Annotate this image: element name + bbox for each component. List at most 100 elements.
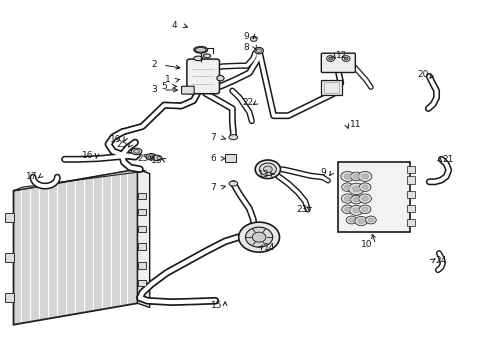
Bar <box>407 166 414 173</box>
Bar <box>224 154 235 162</box>
Text: 6: 6 <box>210 154 216 163</box>
Circle shape <box>357 219 364 224</box>
Bar <box>407 191 414 198</box>
Text: 18: 18 <box>151 156 163 165</box>
Ellipse shape <box>131 148 142 155</box>
Circle shape <box>346 216 356 224</box>
Bar <box>137 226 146 233</box>
Circle shape <box>353 198 359 202</box>
Text: 7: 7 <box>210 133 216 142</box>
FancyBboxPatch shape <box>321 53 355 72</box>
Ellipse shape <box>216 76 224 81</box>
Ellipse shape <box>194 56 202 60</box>
Text: 8: 8 <box>243 43 249 52</box>
Ellipse shape <box>203 54 210 58</box>
Circle shape <box>344 196 350 201</box>
Bar <box>137 262 146 269</box>
Text: 24: 24 <box>435 256 446 265</box>
Circle shape <box>350 195 362 204</box>
Circle shape <box>361 196 367 201</box>
Ellipse shape <box>228 181 237 186</box>
Circle shape <box>342 56 349 62</box>
Polygon shape <box>137 169 149 307</box>
Text: 16: 16 <box>82 151 94 160</box>
Ellipse shape <box>254 48 263 54</box>
Ellipse shape <box>255 160 280 179</box>
Circle shape <box>349 205 363 215</box>
Text: 9: 9 <box>320 168 325 177</box>
Text: 19: 19 <box>110 135 122 144</box>
Circle shape <box>340 171 354 181</box>
Circle shape <box>353 174 359 179</box>
Circle shape <box>328 57 332 60</box>
Bar <box>137 193 146 199</box>
Bar <box>5 293 14 302</box>
Text: 2: 2 <box>151 60 157 69</box>
Ellipse shape <box>250 36 257 41</box>
Ellipse shape <box>259 163 276 176</box>
Text: 9: 9 <box>243 32 249 41</box>
Ellipse shape <box>152 155 162 161</box>
Text: 25: 25 <box>138 154 149 163</box>
Ellipse shape <box>133 150 139 153</box>
FancyBboxPatch shape <box>321 80 341 95</box>
Circle shape <box>359 183 370 192</box>
Ellipse shape <box>148 155 154 158</box>
Text: 3: 3 <box>151 85 157 94</box>
Text: 14: 14 <box>264 243 275 252</box>
Circle shape <box>326 56 334 62</box>
Circle shape <box>341 205 353 213</box>
Circle shape <box>361 174 368 179</box>
Ellipse shape <box>195 48 205 52</box>
Bar <box>407 219 414 226</box>
Text: 20: 20 <box>417 70 428 79</box>
Polygon shape <box>14 169 137 325</box>
Circle shape <box>362 185 367 189</box>
Circle shape <box>344 57 347 60</box>
Ellipse shape <box>194 46 207 53</box>
Bar <box>5 213 14 222</box>
Text: 22: 22 <box>242 98 253 107</box>
Text: 1: 1 <box>165 76 171 85</box>
Circle shape <box>367 218 373 222</box>
Text: 4: 4 <box>171 21 177 30</box>
Circle shape <box>358 194 371 203</box>
Circle shape <box>344 174 350 179</box>
Text: 23: 23 <box>296 205 307 214</box>
Circle shape <box>352 208 359 213</box>
Text: 25: 25 <box>116 140 127 149</box>
Ellipse shape <box>145 154 156 160</box>
Circle shape <box>344 207 350 211</box>
Circle shape <box>252 232 265 242</box>
Ellipse shape <box>256 49 261 53</box>
Circle shape <box>358 171 371 181</box>
Circle shape <box>341 194 353 203</box>
Text: 21: 21 <box>441 155 452 164</box>
Bar <box>337 162 409 232</box>
Text: 11: 11 <box>349 120 360 129</box>
FancyBboxPatch shape <box>181 86 194 94</box>
Text: 13: 13 <box>258 171 269 180</box>
Circle shape <box>362 207 367 211</box>
Circle shape <box>348 218 353 222</box>
Circle shape <box>245 227 272 247</box>
Ellipse shape <box>263 166 272 172</box>
Polygon shape <box>14 169 146 191</box>
Bar <box>137 280 146 286</box>
Circle shape <box>341 183 353 192</box>
Text: 12: 12 <box>335 51 346 60</box>
Bar <box>407 176 414 184</box>
Circle shape <box>238 222 279 252</box>
Bar <box>5 253 14 262</box>
Circle shape <box>344 185 350 189</box>
Bar <box>407 205 414 212</box>
Bar <box>324 82 338 93</box>
Text: 7: 7 <box>210 183 216 192</box>
Circle shape <box>352 186 360 192</box>
Ellipse shape <box>228 135 237 140</box>
Circle shape <box>354 216 367 226</box>
Circle shape <box>365 216 375 224</box>
Bar <box>137 243 146 250</box>
Text: 5: 5 <box>161 82 167 91</box>
Text: 10: 10 <box>361 240 372 249</box>
